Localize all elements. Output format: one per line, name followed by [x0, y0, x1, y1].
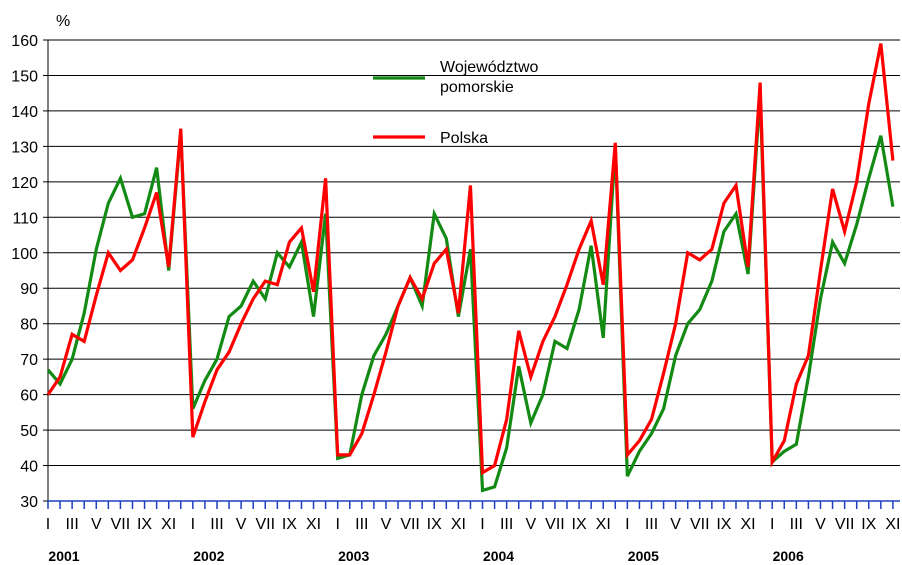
x-tick-label: III: [790, 516, 803, 533]
year-label: 2002: [193, 548, 224, 564]
y-tick-label: 60: [20, 388, 38, 405]
y-tick-label: 140: [11, 104, 38, 121]
x-tick-label: V: [236, 516, 247, 533]
x-tick-label: VII: [545, 516, 565, 533]
x-tick-label: III: [500, 516, 513, 533]
year-label: 2006: [773, 548, 804, 564]
x-tick-label: IX: [427, 516, 442, 533]
x-tick-label: XI: [161, 516, 176, 533]
x-tick-label: III: [355, 516, 368, 533]
y-tick-label: 160: [11, 33, 38, 50]
x-tick-label: V: [815, 516, 826, 533]
x-tick-label: I: [480, 516, 484, 533]
y-tick-label: 30: [20, 494, 38, 511]
x-tick-label: XI: [885, 516, 900, 533]
x-tick-label: I: [46, 516, 50, 533]
x-tick-label: V: [381, 516, 392, 533]
x-tick-label: VII: [255, 516, 275, 533]
y-tick-label: 40: [20, 459, 38, 476]
x-tick-label: V: [91, 516, 102, 533]
x-tick-label: IX: [137, 516, 152, 533]
x-tick-label: XI: [740, 516, 755, 533]
x-tick-label: VII: [835, 516, 855, 533]
y-axis-label: %: [56, 13, 70, 30]
y-tick-label: 80: [20, 317, 38, 334]
x-tick-label: VII: [111, 516, 131, 533]
x-tick-label: III: [65, 516, 78, 533]
y-tick-label: 50: [20, 423, 38, 440]
x-tick-label: I: [191, 516, 195, 533]
y-tick-label: 110: [12, 210, 38, 227]
x-tick-label: IX: [572, 516, 587, 533]
x-tick-label: XI: [596, 516, 611, 533]
x-tick-label: IX: [282, 516, 297, 533]
y-tick-label: 90: [20, 281, 38, 298]
x-tick-label: V: [670, 516, 681, 533]
y-tick-label: 70: [20, 352, 38, 369]
x-tick-label: I: [625, 516, 629, 533]
legend-label-line: pomorskie: [440, 79, 514, 96]
x-tick-label: VII: [690, 516, 710, 533]
y-tick-label: 130: [11, 139, 38, 156]
legend-label-line: Województwo: [440, 59, 539, 76]
x-tick-label: III: [210, 516, 223, 533]
series-line: [46, 43, 895, 476]
year-label: 2003: [338, 548, 369, 564]
year-label: 2004: [483, 548, 514, 564]
year-label: 2005: [628, 548, 659, 564]
y-tick-label: 150: [11, 68, 38, 85]
x-tick-label: III: [645, 516, 658, 533]
legend-label: Województwo pomorskie: [440, 59, 539, 96]
x-tick-label: IX: [861, 516, 876, 533]
x-tick-label: I: [770, 516, 774, 533]
x-tick-label: VII: [400, 516, 420, 533]
x-tick-label: XI: [451, 516, 466, 533]
y-tick-label: 100: [11, 246, 38, 263]
x-tick-label: IX: [716, 516, 731, 533]
x-tick-label: V: [525, 516, 536, 533]
x-tick-label: I: [335, 516, 339, 533]
y-tick-label: 120: [11, 175, 38, 192]
year-label: 2001: [48, 548, 79, 564]
legend-label: Polska: [440, 130, 488, 147]
x-tick-label: XI: [306, 516, 321, 533]
